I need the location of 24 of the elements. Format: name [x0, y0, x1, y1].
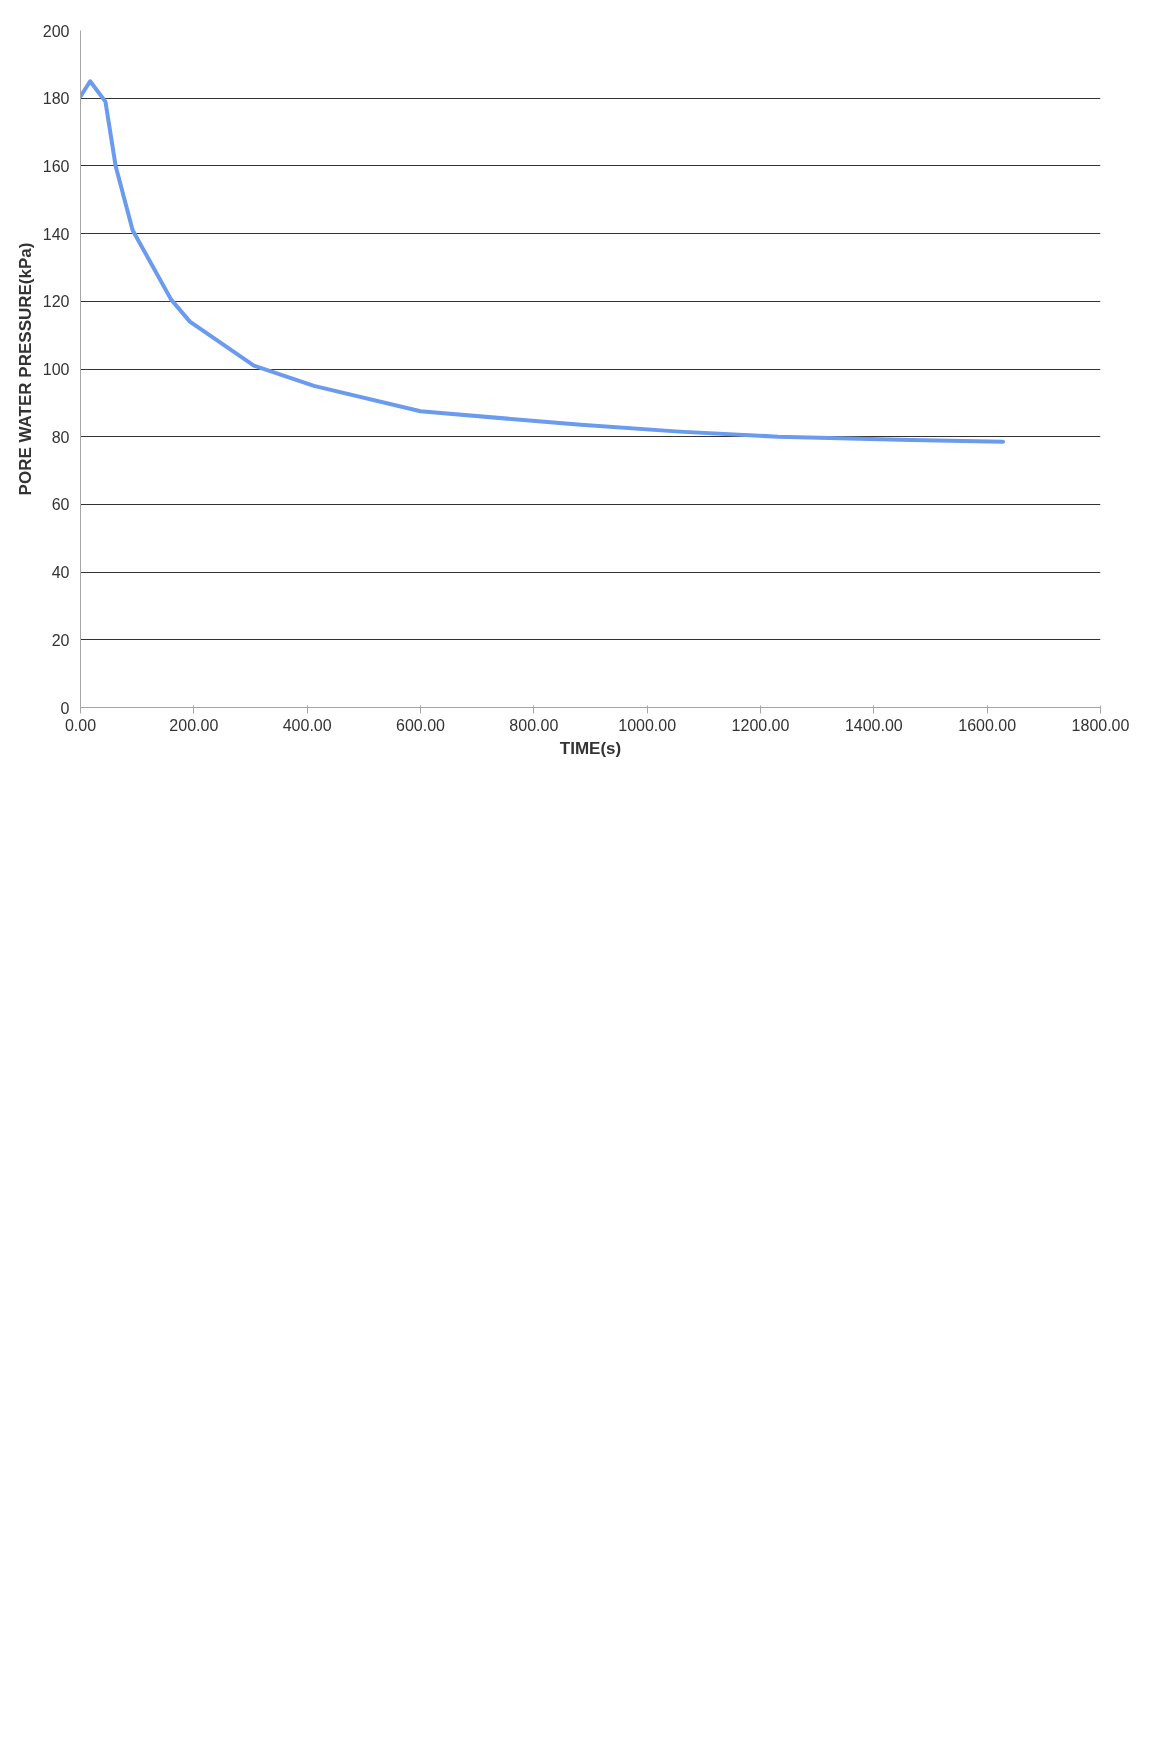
y-tick-label: 140	[42, 225, 70, 243]
x-tick-label: 1600.00	[958, 716, 1017, 734]
y-tick-label: 200	[42, 22, 70, 40]
x-tick-label: 800.00	[509, 716, 559, 734]
x-tick-label: 1200.00	[731, 716, 790, 734]
x-tick-label: 0.00	[64, 716, 97, 734]
x-axis-title: TIME(s)	[559, 738, 622, 758]
y-tick-label: 20	[51, 631, 70, 649]
x-tick-label: 1800.00	[1071, 716, 1130, 734]
y-axis-title: PORE WATER PRESSURE(kPa)	[15, 242, 35, 496]
y-tick-label: 160	[42, 157, 70, 175]
x-tick-label: 600.00	[396, 716, 446, 734]
x-tick-label: 200.00	[169, 716, 219, 734]
y-tick-label: 180	[42, 90, 70, 108]
y-tick-label: 80	[51, 428, 70, 446]
y-tick-label: 100	[42, 361, 70, 378]
x-tick-label: 1000.00	[618, 716, 677, 734]
y-tick-label: 60	[51, 496, 70, 514]
line-series	[80, 79, 1006, 444]
x-tick-label: 400.00	[282, 716, 332, 734]
x-tick-label: 1400.00	[844, 716, 903, 734]
y-tick-label: 0	[60, 699, 70, 717]
y-tick-label: 40	[51, 564, 70, 582]
y-tick-label: 120	[42, 293, 70, 311]
